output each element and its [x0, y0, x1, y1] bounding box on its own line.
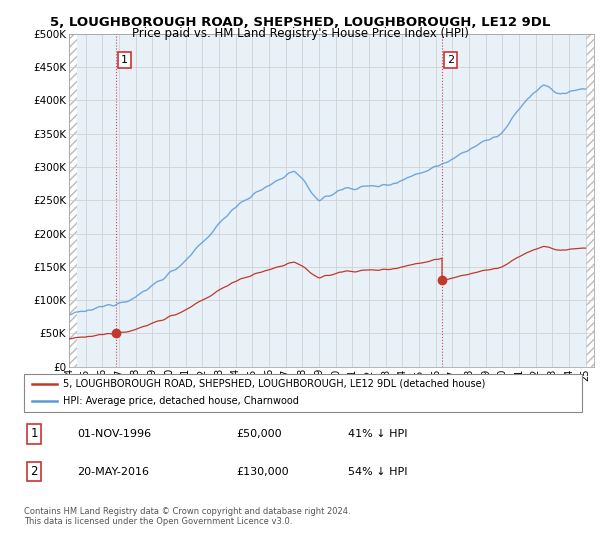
Text: £50,000: £50,000 [236, 429, 281, 439]
Text: HPI: Average price, detached house, Charnwood: HPI: Average price, detached house, Char… [63, 396, 299, 407]
Text: 1: 1 [121, 55, 128, 66]
Text: 54% ↓ HPI: 54% ↓ HPI [347, 466, 407, 477]
Text: 41% ↓ HPI: 41% ↓ HPI [347, 429, 407, 439]
Text: 1: 1 [30, 427, 38, 440]
Text: 2: 2 [30, 465, 38, 478]
Text: Contains HM Land Registry data © Crown copyright and database right 2024.
This d: Contains HM Land Registry data © Crown c… [24, 507, 350, 526]
Bar [69, 34, 77, 367]
Text: 5, LOUGHBOROUGH ROAD, SHEPSHED, LOUGHBOROUGH, LE12 9DL: 5, LOUGHBOROUGH ROAD, SHEPSHED, LOUGHBOR… [50, 16, 550, 29]
Text: 2: 2 [447, 55, 454, 66]
Text: 5, LOUGHBOROUGH ROAD, SHEPSHED, LOUGHBOROUGH, LE12 9DL (detached house): 5, LOUGHBOROUGH ROAD, SHEPSHED, LOUGHBOR… [63, 379, 485, 389]
Text: 20-MAY-2016: 20-MAY-2016 [77, 466, 149, 477]
Text: 01-NOV-1996: 01-NOV-1996 [77, 429, 151, 439]
Text: Price paid vs. HM Land Registry's House Price Index (HPI): Price paid vs. HM Land Registry's House … [131, 27, 469, 40]
Text: £130,000: £130,000 [236, 466, 289, 477]
Bar [586, 34, 594, 367]
